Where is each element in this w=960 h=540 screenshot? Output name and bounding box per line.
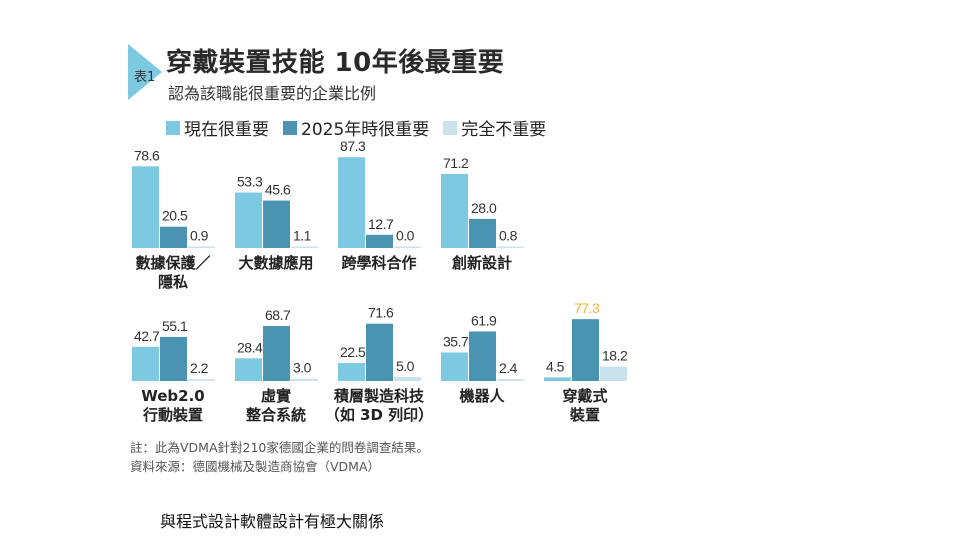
legend-swatch-now [166, 120, 180, 135]
category-label: 穿戴式 [562, 387, 607, 405]
chart-subtitle: 認為該職能很重要的企業比例 [168, 84, 377, 103]
bar-future [366, 234, 393, 248]
category-label: 行動裝置 [142, 406, 203, 424]
bar-now [441, 173, 468, 248]
data-label: 87.3 [340, 138, 366, 154]
legend-label-future: 2025年時很重要 [301, 120, 430, 140]
bar-future [366, 323, 393, 381]
bar-now [132, 166, 159, 248]
bar-future [572, 319, 599, 381]
data-label: 4.5 [546, 358, 565, 374]
legend-label-now: 現在很重要 [184, 120, 269, 140]
bar-none [291, 246, 318, 248]
category-label: 積層製造科技 [333, 387, 425, 405]
legend: 現在很重要 2025年時很重要 完全不重要 [166, 115, 546, 140]
data-label: 2.4 [499, 360, 518, 376]
bar-future [469, 331, 496, 381]
bar-none [497, 379, 524, 381]
data-label: 71.2 [443, 155, 469, 171]
bar-future [263, 326, 290, 381]
category-label: Web2.0 [141, 387, 205, 405]
legend-item-none: 完全不重要 [443, 115, 546, 140]
bar-now [338, 157, 365, 248]
arrow-icon [128, 44, 162, 100]
data-label: 61.9 [471, 312, 497, 328]
category-label: 跨學科合作 [341, 254, 416, 272]
bar-none [394, 246, 421, 248]
data-label: 55.1 [162, 318, 188, 334]
bar-now [544, 377, 571, 381]
data-label: 0.8 [499, 228, 518, 244]
chart-note: 註：此為VDMA針對210家德國企業的問卷調查結果。 [130, 440, 429, 455]
category-label: （如 3D 列印） [325, 406, 433, 424]
data-label: 53.3 [237, 174, 263, 190]
category-label: 機器人 [459, 387, 505, 405]
data-label: 5.0 [396, 358, 415, 374]
data-label: 42.7 [134, 328, 160, 344]
bar-none [497, 246, 524, 248]
table-tag: 表1 [134, 70, 156, 85]
legend-item-future: 2025年時很重要 [283, 115, 429, 140]
chart-source: 資料來源：德國機械及製造商協會（VDMA） [130, 459, 381, 474]
bar-future [263, 200, 290, 248]
legend-swatch-none [443, 120, 458, 135]
bar-future [469, 218, 496, 248]
data-label: 0.9 [190, 228, 209, 244]
legend-item-now: 現在很重要 [166, 115, 269, 140]
bar-now [235, 358, 262, 381]
data-label: 0.0 [396, 228, 415, 244]
category-label: 創新設計 [451, 254, 512, 272]
data-label: 78.6 [134, 147, 160, 163]
data-label: 2.2 [190, 360, 209, 376]
data-label: 68.7 [265, 307, 291, 323]
bar-none [394, 377, 421, 381]
data-label: 28.0 [471, 200, 497, 216]
slide-caption: 與程式設計軟體設計有極大關係 [160, 512, 385, 531]
category-label: 隱私 [158, 273, 188, 291]
data-label: 35.7 [443, 333, 469, 349]
data-label: 1.1 [293, 228, 312, 244]
category-label: 大數據應用 [238, 254, 313, 272]
data-label: 71.6 [368, 305, 394, 321]
data-label: 28.4 [237, 339, 263, 355]
data-label: 77.3 [574, 300, 600, 316]
bar-future [160, 226, 187, 248]
bar-none [188, 379, 215, 381]
bar-now [235, 192, 262, 248]
data-label: 18.2 [602, 347, 628, 363]
data-label: 20.5 [162, 208, 188, 224]
data-label: 3.0 [293, 360, 312, 376]
chart-title: 穿戴裝置技能 10年後最重要 [166, 48, 505, 78]
bar-none [188, 246, 215, 248]
legend-swatch-future [283, 120, 297, 135]
bar-now [338, 363, 365, 381]
bar-now [132, 346, 159, 381]
legend-label-none: 完全不重要 [461, 120, 547, 140]
data-label: 45.6 [265, 182, 291, 198]
category-label: 數據保護／ [135, 254, 210, 272]
table-tag-arrow [128, 44, 162, 100]
category-label: 整合系統 [246, 406, 306, 424]
data-label: 12.7 [368, 216, 394, 232]
bar-now [441, 352, 468, 381]
bar-none [291, 378, 318, 381]
bar-none [600, 366, 627, 381]
category-label: 裝置 [569, 406, 600, 424]
category-label: 虛實 [261, 387, 291, 405]
bar-future [160, 336, 187, 381]
data-label: 22.5 [340, 344, 366, 360]
